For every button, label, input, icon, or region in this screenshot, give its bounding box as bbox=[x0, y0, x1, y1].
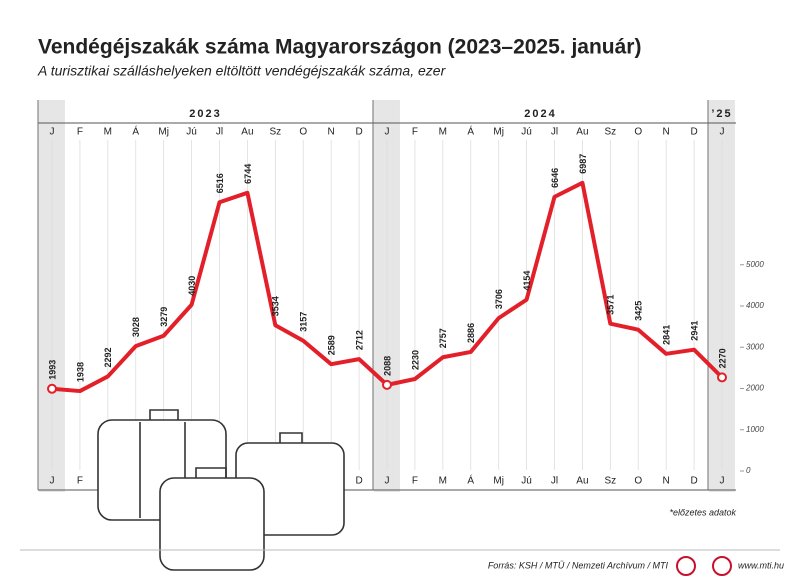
data-label: 3157 bbox=[299, 312, 309, 332]
x-tick-label: F bbox=[412, 476, 418, 487]
data-label: 4154 bbox=[522, 271, 532, 291]
x-tick-label: D bbox=[355, 127, 362, 138]
website: www.mti.hu bbox=[738, 560, 784, 570]
x-tick-label: Jl bbox=[551, 127, 558, 138]
x-tick-label: O bbox=[634, 476, 642, 487]
suitcase bbox=[159, 477, 265, 571]
y-tick-label: 3000 bbox=[746, 342, 764, 351]
x-tick-label: Á bbox=[467, 125, 474, 138]
chart-title: Vendégéjszakák száma Magyarországon (202… bbox=[38, 36, 641, 59]
x-tick-label: Á bbox=[467, 474, 474, 487]
x-tick-label: F bbox=[77, 127, 83, 138]
x-tick-label: D bbox=[690, 476, 697, 487]
x-tick-label: Jú bbox=[186, 127, 197, 138]
suitcase-handle bbox=[279, 432, 303, 443]
x-tick-label: Jú bbox=[521, 127, 532, 138]
x-tick-label: M bbox=[104, 127, 112, 138]
data-label: 6987 bbox=[578, 154, 588, 174]
y-tick-label: 0 bbox=[746, 466, 751, 475]
logo bbox=[676, 556, 696, 576]
x-tick-label: J bbox=[50, 127, 55, 138]
x-tick-label: M bbox=[439, 476, 447, 487]
x-tick-label: J bbox=[385, 476, 390, 487]
data-label: 3534 bbox=[271, 296, 281, 316]
y-tick-label: 5000 bbox=[746, 260, 764, 269]
x-tick-label: O bbox=[299, 127, 307, 138]
x-tick-label: D bbox=[355, 476, 362, 487]
suitcase-handle bbox=[195, 467, 227, 478]
endpoint-marker bbox=[717, 372, 727, 383]
data-label: 1993 bbox=[47, 360, 57, 380]
x-tick-label: Au bbox=[576, 127, 588, 138]
data-label: 6744 bbox=[243, 164, 253, 184]
data-label: 2712 bbox=[354, 330, 364, 350]
x-tick-label: J bbox=[720, 476, 725, 487]
x-tick-label: Jl bbox=[216, 127, 223, 138]
data-label: 3279 bbox=[159, 307, 169, 327]
data-label: 2230 bbox=[410, 350, 420, 370]
x-tick-label: N bbox=[328, 127, 335, 138]
x-tick-label: F bbox=[412, 127, 418, 138]
footnote: *előzetes adatok bbox=[669, 507, 736, 517]
suitcase-handle bbox=[149, 409, 179, 420]
year-label: ’25 bbox=[711, 108, 732, 120]
data-label: 2941 bbox=[689, 321, 699, 341]
data-label: 2292 bbox=[103, 347, 113, 367]
data-label: 2841 bbox=[662, 325, 672, 345]
y-tick-label: 2000 bbox=[745, 384, 764, 393]
data-label: 2088 bbox=[382, 356, 392, 376]
year-label: 2024 bbox=[524, 108, 556, 120]
x-tick-label: J bbox=[720, 127, 725, 138]
data-label: 3706 bbox=[494, 289, 504, 309]
x-tick-label: O bbox=[634, 127, 642, 138]
data-label: 6516 bbox=[215, 173, 225, 193]
x-tick-label: Sz bbox=[269, 127, 281, 138]
y-tick-label: 1000 bbox=[746, 425, 764, 434]
x-tick-label: J bbox=[50, 476, 55, 487]
data-label: 3425 bbox=[634, 301, 644, 321]
data-label: 6646 bbox=[550, 168, 560, 188]
x-tick-label: Sz bbox=[604, 127, 616, 138]
data-label: 2589 bbox=[327, 335, 337, 355]
x-tick-label: Mj bbox=[158, 127, 169, 138]
data-label: 3028 bbox=[131, 317, 141, 337]
x-tick-label: N bbox=[663, 127, 670, 138]
x-tick-label: Au bbox=[241, 127, 253, 138]
source: Forrás: KSH / MTÜ / Nemzeti Archívum / M… bbox=[488, 560, 669, 570]
data-label: 2270 bbox=[717, 348, 727, 368]
endpoint-marker bbox=[382, 379, 392, 390]
data-label: 3571 bbox=[606, 295, 616, 315]
x-tick-label: N bbox=[663, 476, 670, 487]
x-tick-label: Á bbox=[132, 125, 139, 138]
x-tick-label: J bbox=[385, 127, 390, 138]
x-tick-label: M bbox=[439, 127, 447, 138]
x-tick-label: Mj bbox=[493, 476, 504, 487]
x-tick-label: F bbox=[77, 476, 83, 487]
endpoint-marker bbox=[47, 383, 57, 394]
data-label: 4030 bbox=[187, 276, 197, 296]
suitcases bbox=[97, 409, 345, 571]
logo bbox=[712, 556, 732, 576]
plot-area: 2023 2024 ’25 J J F F M M Á Á Mj Mj Jú Jú Jl Jl Au Au Sz Sz O… bbox=[37, 100, 764, 492]
x-tick-label: Sz bbox=[604, 476, 616, 487]
year-label: 2023 bbox=[189, 108, 221, 120]
chart-subtitle: A turisztikai szálláshelyeken eltöltött … bbox=[37, 63, 447, 79]
x-tick-label: D bbox=[690, 127, 697, 138]
data-label: 2757 bbox=[438, 328, 448, 348]
x-tick-label: Mj bbox=[493, 127, 504, 138]
data-label: 1938 bbox=[75, 362, 85, 382]
y-tick-label: 4000 bbox=[746, 301, 764, 310]
x-tick-label: Jú bbox=[521, 476, 532, 487]
x-tick-label: Jl bbox=[551, 476, 558, 487]
x-tick-label: Au bbox=[576, 476, 588, 487]
data-label: 2886 bbox=[466, 323, 476, 343]
